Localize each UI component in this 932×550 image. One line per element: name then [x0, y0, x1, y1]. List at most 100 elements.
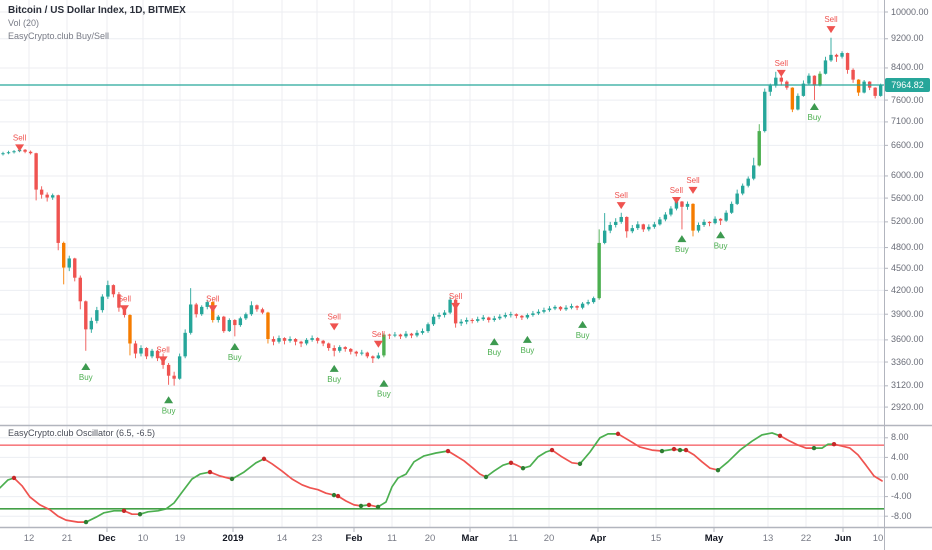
- price-axis[interactable]: 10000.00 9200.00 8400.00 7600.00 7100.00 6600…: [884, 0, 932, 528]
- candle: [39, 189, 44, 195]
- candle: [602, 230, 607, 243]
- buy-signal-label: Buy: [714, 241, 728, 250]
- oscillator-curve-segment: [231, 458, 265, 480]
- time-axis-label: 15: [650, 533, 662, 544]
- candle: [740, 185, 745, 194]
- sell-signal-label: Sell: [615, 191, 629, 200]
- sell-signal-icon: [119, 305, 129, 313]
- candle: [812, 75, 817, 86]
- candle: [144, 348, 149, 357]
- candle: [23, 149, 27, 152]
- price-axis-label: 7100.00: [891, 116, 924, 127]
- candle: [420, 331, 425, 333]
- candle: [774, 77, 778, 86]
- oscillator-flip-dot: [358, 503, 364, 509]
- candle: [531, 313, 535, 316]
- candle: [553, 306, 557, 309]
- candle: [448, 299, 452, 313]
- candle: [498, 316, 502, 319]
- candle: [50, 195, 55, 198]
- candle: [45, 194, 49, 198]
- candle: [514, 314, 519, 316]
- sell-signal-label: Sell: [13, 133, 27, 142]
- candle: [591, 298, 596, 303]
- candle: [89, 320, 94, 330]
- candle: [619, 216, 623, 222]
- oscillator-flip-dot: [83, 519, 89, 525]
- candle: [172, 375, 176, 379]
- volume-indicator-label[interactable]: Vol (20): [8, 18, 40, 28]
- candle: [614, 221, 618, 225]
- candle: [658, 219, 662, 225]
- price-axis-label: 9200.00: [891, 33, 924, 44]
- candle: [150, 350, 154, 357]
- sell-signal-icon: [373, 340, 383, 348]
- time-axis-label: 21: [61, 533, 73, 544]
- oscillator-flip-dot: [483, 474, 489, 480]
- oscillator-flip-dot: [508, 460, 514, 465]
- candle: [586, 302, 590, 304]
- candle: [547, 308, 552, 311]
- buy-signal-label: Buy: [377, 390, 391, 399]
- oscillator-curve-segment: [813, 443, 835, 449]
- candle: [691, 203, 695, 231]
- symbol-title[interactable]: Bitcoin / US Dollar Index, 1D, BITMEX: [8, 5, 186, 16]
- candle: [630, 228, 634, 232]
- price-axis-label: 5200.00: [891, 216, 924, 227]
- oscillator-flip-dot: [577, 461, 583, 466]
- oscillator-indicator-label[interactable]: EasyCrypto.club Oscillator (6.5, -6.5): [8, 428, 156, 438]
- candle: [713, 218, 717, 224]
- price-axis-label: 10000.00: [891, 6, 929, 17]
- oscillator-curve-segment: [833, 443, 883, 482]
- buy-signal-icon: [809, 103, 819, 111]
- buysell-indicator-label[interactable]: EasyCrypto.club Buy/Sell: [8, 31, 110, 41]
- candle: [674, 201, 679, 209]
- candle: [801, 83, 806, 96]
- buy-signal-label: Buy: [228, 353, 242, 362]
- time-axis-label: 19: [174, 533, 186, 544]
- price-axis-label: 5600.00: [891, 192, 924, 203]
- candle: [487, 317, 491, 321]
- price-axis-label: 8400.00: [891, 62, 924, 73]
- price-axis-label: 3120.00: [891, 380, 924, 391]
- oscillator-flip-dot: [715, 467, 721, 473]
- candle: [464, 320, 469, 322]
- candle: [304, 339, 309, 344]
- candle: [188, 304, 193, 333]
- oscillator-flip-dot: [11, 475, 17, 481]
- candle: [315, 338, 320, 341]
- candle: [393, 334, 397, 336]
- candle: [652, 224, 657, 227]
- candle: [78, 277, 82, 302]
- candle: [680, 201, 684, 207]
- candle: [365, 352, 370, 357]
- oscillator-curve-segment: [85, 509, 125, 523]
- oscillator-flip-dot: [549, 447, 555, 453]
- candle: [696, 224, 701, 231]
- oscillator-flip-dot: [671, 446, 677, 452]
- candle: [492, 318, 496, 321]
- candle: [768, 85, 772, 92]
- candle: [200, 306, 204, 315]
- candle: [702, 221, 706, 225]
- candle: [746, 178, 750, 186]
- sell-signal-label: Sell: [670, 186, 684, 195]
- buy-signal-label: Buy: [487, 348, 501, 357]
- time-axis-label: 10: [872, 533, 884, 544]
- candle: [376, 355, 381, 359]
- candle: [735, 193, 739, 204]
- candle: [84, 301, 88, 330]
- oscillator-curve-segment: [551, 449, 581, 465]
- oscillator-flip-dot: [520, 465, 526, 471]
- candle: [840, 53, 844, 57]
- buy-signal-icon: [379, 379, 389, 387]
- sell-signal-label: Sell: [372, 330, 386, 339]
- time-axis[interactable]: 12 21 Dec 10 19 2019 14 23 Feb 11 20 Mar 11 20 Apr 15 Ma…: [0, 528, 932, 550]
- buy-signal-label: Buy: [162, 406, 176, 415]
- time-axis-label: Apr: [589, 533, 607, 544]
- time-axis-label: 11: [387, 533, 397, 544]
- candle: [536, 311, 541, 314]
- oscillator-curve-segment: [447, 450, 487, 478]
